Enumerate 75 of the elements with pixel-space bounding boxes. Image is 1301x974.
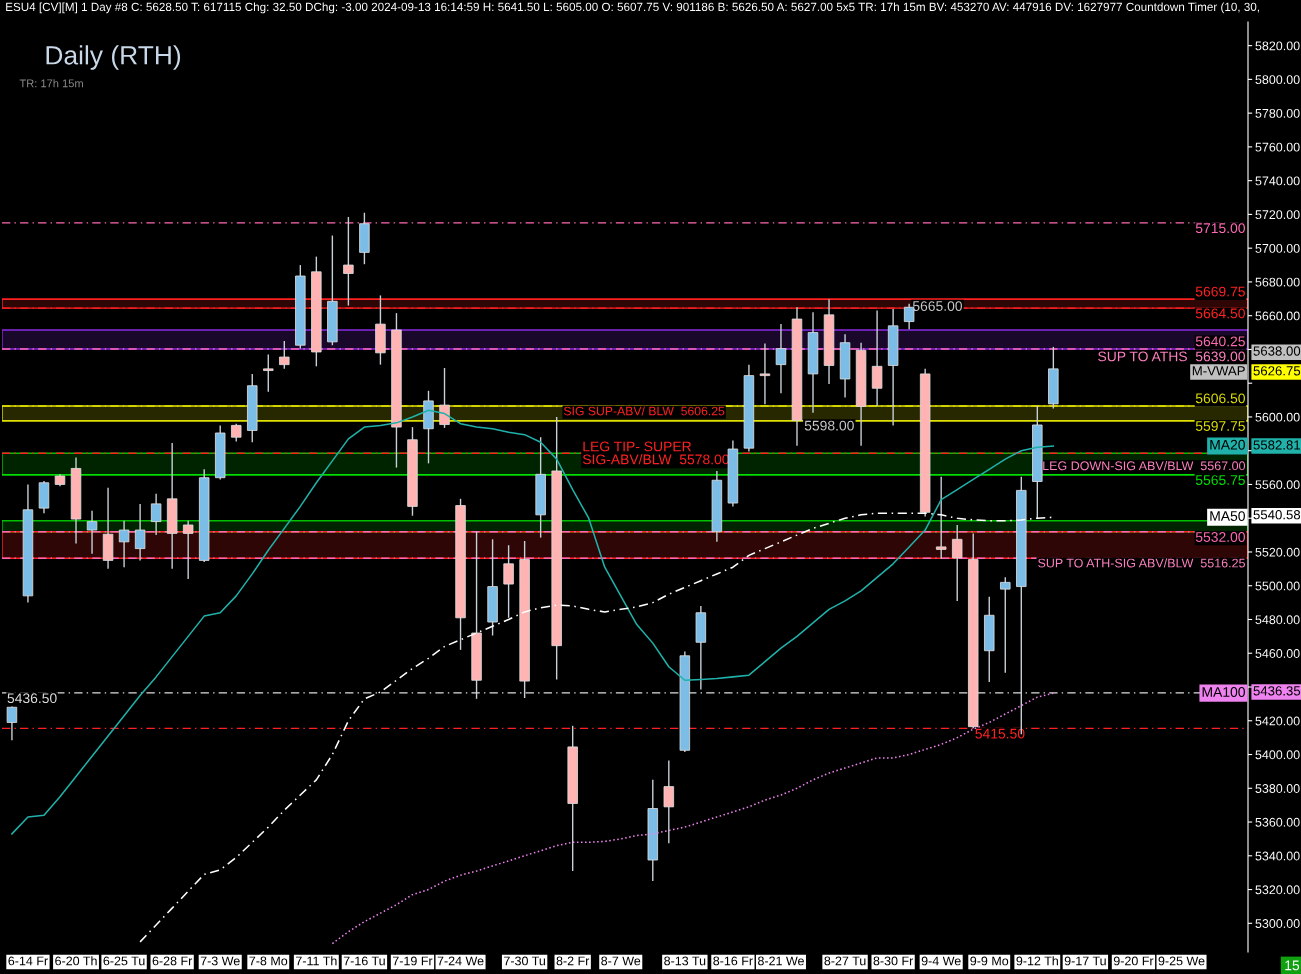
text: MA20	[1210, 439, 1245, 450]
x-tick-label: 6-20 Th	[55, 956, 97, 966]
x-tick-label: 9-17 Tu	[1064, 956, 1106, 966]
x-tick-label: 8-30 Fr	[873, 956, 914, 966]
x-tick-label: 6-28 Fr	[152, 956, 193, 966]
text: MA50	[1210, 511, 1245, 521]
y-tick-label: 5820.00	[1255, 41, 1300, 51]
text: 15	[1285, 960, 1300, 971]
ref-line-label: 5640.25	[1195, 336, 1245, 347]
x-tick-label: 7-11 Th	[296, 956, 337, 966]
x-tick-label: 7-16 Tu	[343, 956, 385, 966]
annotation: SIG SUP-ABV/ BLW 5606.25	[563, 406, 725, 416]
annotation: SUP TO ATH-SIG ABV/BLW 5516.25	[1038, 558, 1245, 568]
y-tick-label: 5700.00	[1255, 243, 1300, 253]
x-tick-label: 8-27 Tu	[824, 956, 866, 966]
y-tick-label: 5680.00	[1255, 277, 1300, 287]
x-tick-label: 9-20 Fr	[1113, 956, 1154, 966]
x-tick-label: 7-30 Tu	[504, 956, 545, 966]
y-tick-label: 5340.00	[1255, 851, 1300, 861]
text: 5626.75	[1253, 366, 1301, 376]
annotation: 5665.00	[912, 301, 963, 311]
y-tick-label: 5300.00	[1255, 919, 1300, 928]
x-tick-label: 7-3 We	[200, 956, 240, 966]
y-tick-label: 5400.00	[1255, 750, 1300, 760]
annotation: SUP TO ATHS 5639.00	[1098, 351, 1245, 362]
y-tick-label: 5480.00	[1255, 615, 1300, 625]
text: 5638.00	[1253, 346, 1301, 356]
ref-line-label: 5565.75	[1195, 475, 1245, 485]
x-tick-label: 6-14 Fr	[8, 956, 48, 966]
text: 5582.81	[1253, 440, 1301, 450]
x-tick-label: 9-4 We	[921, 956, 961, 966]
y-tick-label: 5720.00	[1255, 210, 1300, 220]
ref-line-label: 5715.00	[1195, 223, 1245, 234]
text: MA100	[1202, 687, 1245, 697]
ref-line-label: 5664.50	[1195, 308, 1245, 319]
y-tick-label: 5520.00	[1255, 547, 1300, 557]
text: ESU4 [CV][M] 1 Day #8 C: 5628.50 T: 617115 Chg: 32.50 DChg: -3.00 2024-09-13 16:14:59 H: 5641.50 L: 5605.00 O: 5607.75 V: 901186 B: 5626.50 A: 5627.00 5x5 TR: 17h 15m BV: 453270 AV: 447916 DV: 1627977 Countdown Timer (10, 30,	[6, 2, 1259, 14]
ref-line-label: 5436.50	[7, 693, 57, 704]
x-tick-label: 7-24 We	[437, 956, 484, 966]
y-tick-label: 5460.00	[1255, 649, 1300, 658]
y-tick-label: 5320.00	[1255, 885, 1300, 895]
y-tick-label: 5360.00	[1255, 817, 1300, 827]
y-tick-label: 5500.00	[1255, 581, 1300, 591]
x-tick-label: 9-12 Th	[1016, 956, 1058, 966]
text: 5436.35	[1253, 686, 1301, 696]
y-tick-label: 5660.00	[1255, 311, 1300, 321]
x-tick-label: 8-16 Fr	[713, 956, 753, 966]
x-tick-label: 9-25 We	[1158, 956, 1205, 966]
x-tick-label: 8-2 Fr	[556, 956, 590, 966]
ref-line-label: 5597.75	[1195, 421, 1245, 431]
x-tick-label: 9-9 Mo	[970, 956, 1009, 966]
annotation: 5598.00	[804, 420, 854, 431]
y-tick-label: 5740.00	[1255, 176, 1300, 186]
x-tick-label: 8-21 We	[758, 956, 804, 966]
x-tick-label: 7-8 Mo	[249, 956, 288, 966]
x-tick-label: 7-19 Fr	[392, 956, 433, 966]
y-tick-label: 5560.00	[1255, 480, 1300, 490]
y-tick-label: 5600.00	[1255, 412, 1300, 422]
x-tick-label: 6-25 Tu	[103, 956, 145, 966]
ref-line-label: 5532.00	[1195, 532, 1245, 542]
y-tick-label: 5800.00	[1255, 75, 1300, 85]
y-tick-label: 5420.00	[1255, 716, 1300, 726]
x-tick-label: 8-13 Tu	[664, 956, 706, 966]
annotation: M-VWAP	[1192, 366, 1245, 376]
annotation: LEG DOWN-SIG ABV/BLW 5567.00	[1043, 461, 1246, 471]
ref-line-label: 5606.50	[1195, 393, 1245, 404]
x-tick-label: 8-7 We	[601, 956, 641, 966]
text: 5540.58	[1253, 510, 1301, 520]
y-tick-label: 5380.00	[1255, 784, 1300, 793]
y-tick-label: 5760.00	[1255, 142, 1300, 152]
text: TR: 17h 15m	[19, 79, 83, 88]
ref-line-label: 5669.75	[1195, 286, 1245, 297]
text: Daily (RTH)	[46, 45, 181, 70]
ref-line-label: 5415.50	[975, 728, 1025, 739]
y-tick-label: 5780.00	[1255, 108, 1300, 118]
